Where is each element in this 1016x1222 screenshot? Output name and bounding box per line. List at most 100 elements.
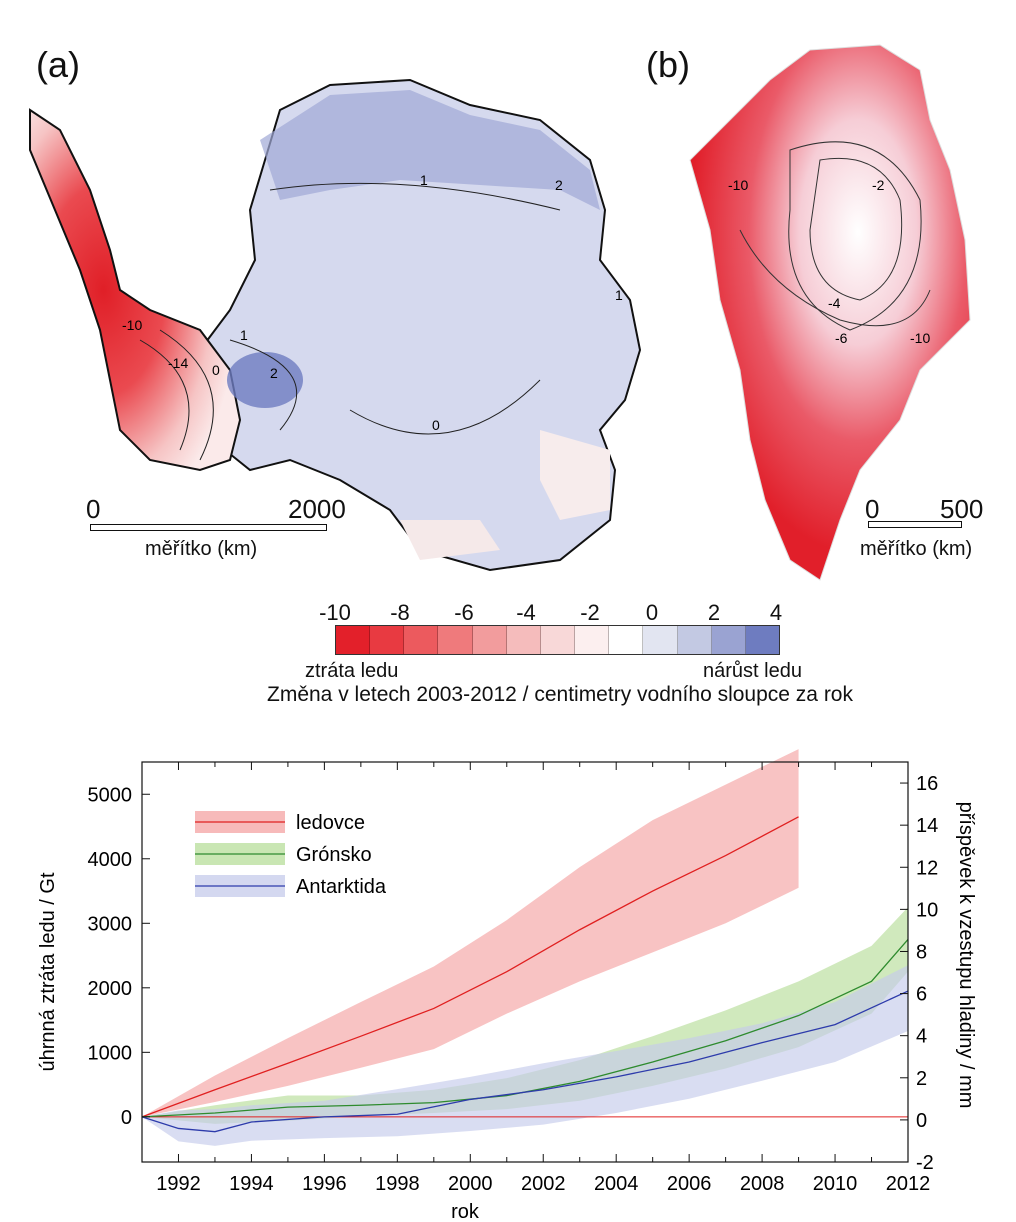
uncertainty-band [142, 749, 799, 1117]
y2-axis-label: příspěvek k vzestupu hladiny / mm [955, 802, 977, 1109]
legend-label: Grónsko [296, 844, 372, 866]
plot-frame [141, 761, 909, 1163]
scale-b-zero: 0 [865, 494, 880, 524]
contour-line [139, 339, 190, 451]
colorbar-segment [506, 626, 541, 654]
contour-line [349, 379, 541, 435]
y-tick-label: 5000 [88, 784, 133, 806]
y-tick-label: 4000 [88, 849, 133, 871]
colorbar-segment [575, 626, 610, 654]
colorbar-segment [336, 626, 371, 654]
series-line [141, 990, 909, 1133]
x-axis-label: rok [451, 1201, 480, 1222]
contour-label: -10 [728, 177, 748, 193]
series-line [141, 816, 799, 1118]
y2-tick-label: 2 [916, 1068, 927, 1090]
greenland-map: -10 -2 -4 -6 -10 [689, 44, 971, 581]
x-tick-label: 2010 [813, 1173, 858, 1195]
greenland-shape [689, 44, 971, 581]
gain-anomaly [227, 352, 303, 408]
colorbar-tick: -10 [319, 600, 351, 625]
east-coast-gain-zone [260, 90, 600, 210]
colorbar-segment [404, 626, 439, 654]
legend-label: ledovce [296, 812, 365, 834]
contour-label: -4 [828, 295, 841, 311]
y2-tick-label: -2 [916, 1152, 934, 1174]
colorbar-segment [745, 626, 780, 654]
colorbar [335, 625, 780, 655]
colorbar-left-label: ztráta ledu [305, 660, 399, 682]
contour-label: -14 [168, 355, 188, 371]
colorbar-segment [438, 626, 473, 654]
contour-label: -10 [122, 317, 142, 333]
colorbar-segment [711, 626, 746, 654]
scale-b-bar [868, 521, 962, 528]
colorbar-tick: -6 [454, 600, 474, 625]
x-tick-label: 1996 [302, 1173, 347, 1195]
scale-a-caption: měřítko (km) [145, 538, 258, 560]
panel-a-label: (a) [36, 44, 80, 85]
y-tick-label: 1000 [88, 1042, 133, 1064]
y2-tick-label: 8 [916, 941, 927, 963]
y-tick-label: 0 [121, 1107, 132, 1129]
y-tick-label: 2000 [88, 978, 133, 1000]
contour-label: 1 [615, 287, 623, 303]
contour-label: -2 [872, 177, 885, 193]
colorbar-right-label: nárůst ledu [703, 660, 802, 682]
y2-tick-label: 12 [916, 857, 938, 879]
contour-line [809, 157, 903, 301]
x-tick-label: 2000 [448, 1173, 493, 1195]
contour-line [269, 182, 561, 211]
uncertainty-band [142, 965, 908, 1146]
colorbar-tick: -4 [516, 600, 536, 625]
contour-label: 0 [432, 417, 440, 433]
y-axis-label: úhrnná ztráta ledu / Gt [37, 872, 59, 1071]
contour-label: 1 [240, 327, 248, 343]
colorbar-segment [540, 626, 576, 654]
scale-a-max: 2000 [288, 494, 346, 524]
shelf-patch [400, 520, 500, 560]
east-loss-patch [540, 430, 610, 520]
antarctica-map: 1 2 1 -10 -14 0 1 2 0 [29, 78, 642, 572]
contour-line [229, 339, 298, 431]
colorbar-segment [677, 626, 712, 654]
y-tick-label: 3000 [88, 913, 133, 935]
contour-line [739, 229, 931, 327]
contour-label: 1 [420, 172, 428, 188]
legend-label: Antarktida [296, 876, 387, 898]
contour-label: 2 [555, 177, 563, 193]
y2-tick-label: 16 [916, 773, 938, 795]
x-tick-label: 2004 [594, 1173, 639, 1195]
y2-tick-label: 10 [916, 899, 938, 921]
colorbar-tick: 2 [707, 600, 721, 625]
colorbar-segment [472, 626, 507, 654]
west-antarctica-shape [29, 108, 242, 472]
x-tick-label: 1994 [229, 1173, 274, 1195]
x-tick-label: 1992 [156, 1173, 201, 1195]
contour-label: -6 [835, 330, 848, 346]
x-tick-label: 2006 [667, 1173, 712, 1195]
y2-tick-label: 4 [916, 1026, 927, 1048]
cumulative-ice-loss-chart: 1992 1994 1996 1998 2000 2002 2004 2006 2008 2010… [37, 749, 977, 1222]
x-tick-label: 2008 [740, 1173, 785, 1195]
colorbar-segment [643, 626, 678, 654]
contour-line [159, 329, 214, 461]
colorbar-tick: -8 [390, 600, 410, 625]
series-line [141, 938, 909, 1118]
scale-a-bar [90, 524, 327, 531]
y2-tick-label: 0 [916, 1110, 927, 1132]
contour-label: 0 [212, 362, 220, 378]
x-tick-label: 1998 [375, 1173, 420, 1195]
contour-label: 2 [270, 365, 278, 381]
panel-b-label: (b) [646, 44, 690, 85]
scale-a-zero: 0 [86, 494, 101, 524]
contour-line [788, 141, 922, 331]
x-tick-label: 2012 [886, 1173, 931, 1195]
scale-b-max: 500 [940, 494, 984, 524]
colorbar-tick: -2 [580, 600, 600, 625]
colorbar-segment [609, 626, 644, 654]
scale-b-caption: měřítko (km) [860, 538, 973, 560]
colorbar-tick: 0 [645, 600, 659, 625]
colorbar-caption: Změna v letech 2003-2012 / centimetry vo… [267, 683, 853, 706]
colorbar-tick: 4 [769, 600, 783, 625]
